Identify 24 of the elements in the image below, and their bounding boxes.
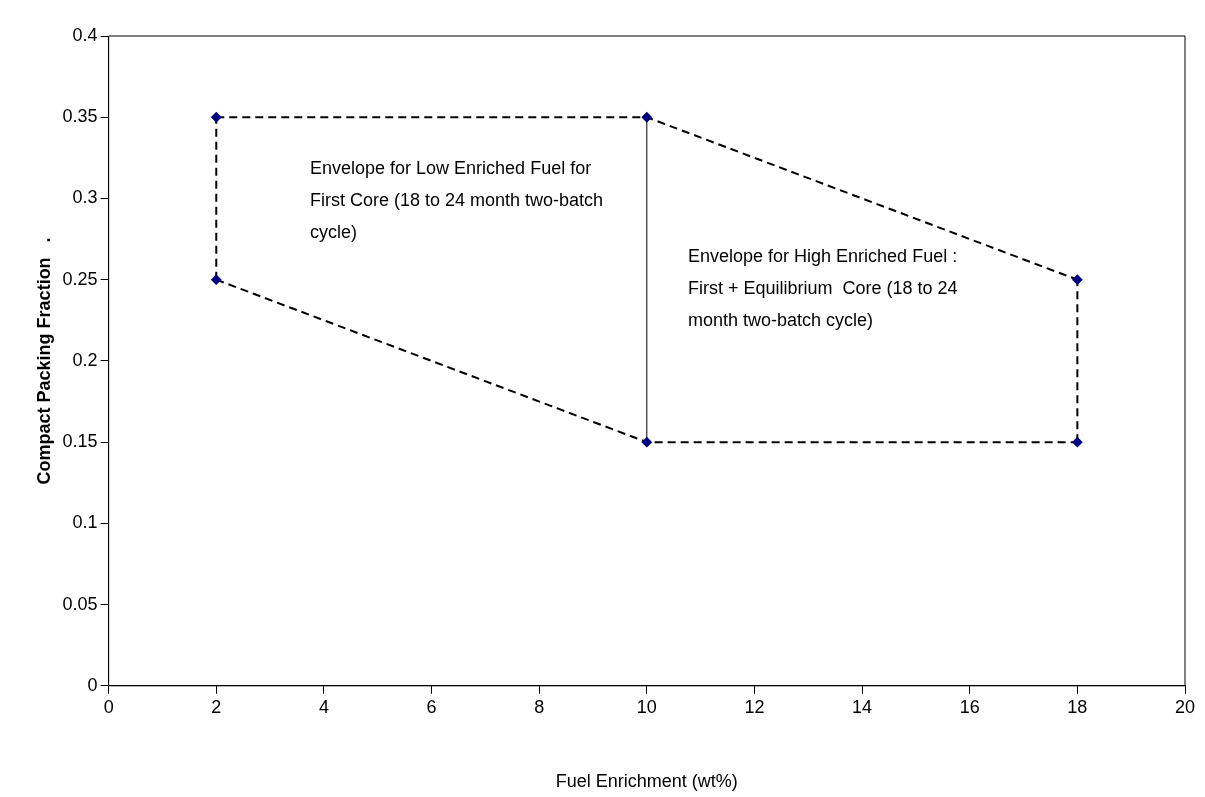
x-tick-label: 16 — [959, 696, 980, 717]
y-axis-title: Compact Packing Fraction . — [33, 237, 54, 485]
x-tick-label: 14 — [852, 696, 873, 717]
y-tick-label: 0.05 — [62, 593, 98, 614]
y-tick-label: 0.3 — [72, 187, 98, 208]
y-tick-label: 0.35 — [62, 106, 98, 127]
x-tick-label: 18 — [1067, 696, 1088, 717]
x-tick-label: 2 — [211, 696, 222, 717]
y-tick-label: 0.25 — [62, 268, 98, 289]
y-tick-label: 0.4 — [72, 24, 98, 45]
x-tick-label: 8 — [534, 696, 545, 717]
x-tick-label: 4 — [318, 696, 329, 717]
x-tick-label: 10 — [636, 696, 657, 717]
y-tick-label: 0.15 — [62, 431, 98, 452]
annotation: Envelope for High Enriched Fuel : First + Equilibrium Core (18 to 24 month two-batch cycle) — [688, 245, 958, 330]
x-axis-title: Fuel Enrichment (wt%) — [555, 771, 738, 792]
x-tick-label: 12 — [744, 696, 765, 717]
annotation: Envelope for Low Enriched Fuel for First Core (18 to 24 month two-batch cycle) — [310, 157, 604, 242]
x-tick-label: 6 — [426, 696, 437, 717]
y-tick-label: 0.2 — [72, 349, 98, 370]
y-tick-label: 0.1 — [72, 512, 98, 533]
y-tick-label: 0 — [87, 674, 98, 695]
x-tick-label: 20 — [1174, 696, 1196, 717]
x-tick-label: 0 — [103, 696, 114, 717]
